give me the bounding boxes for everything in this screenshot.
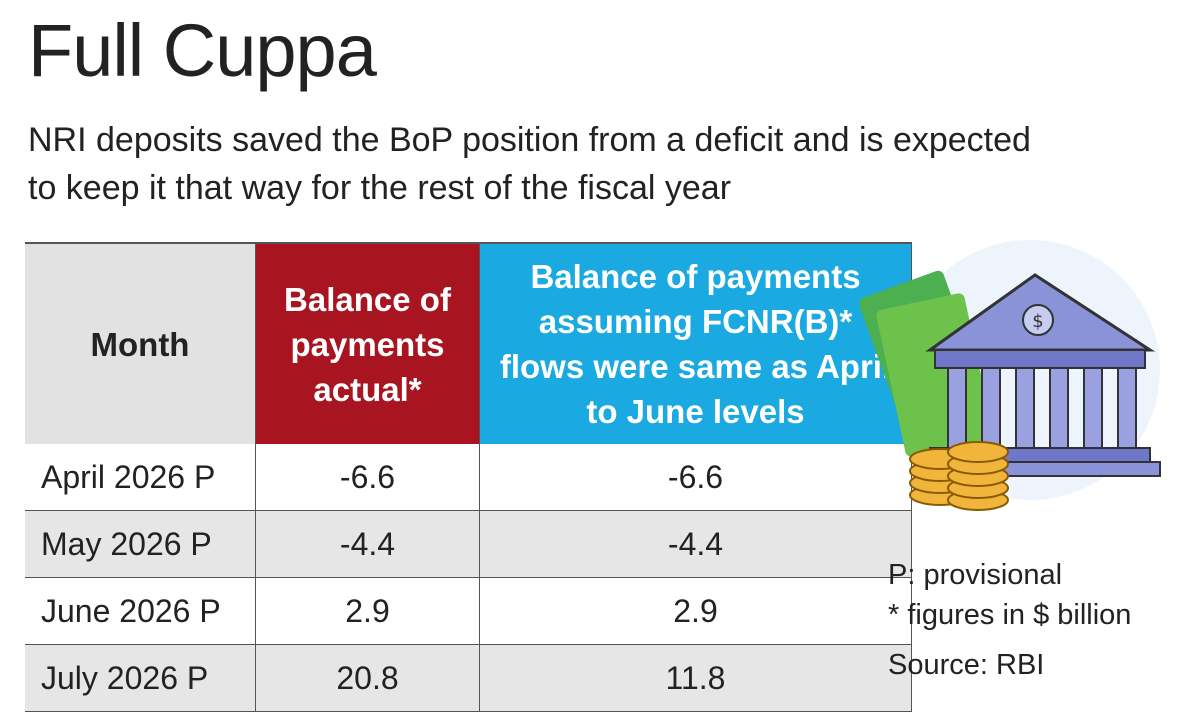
cell: -6.6 — [255, 444, 480, 511]
cell: April 2026 P — [25, 444, 256, 511]
cell: 11.8 — [479, 644, 912, 712]
cell: -4.4 — [255, 510, 480, 578]
svg-text:$: $ — [1032, 311, 1043, 332]
bop-table: Month Balance of payments actual* Balanc… — [25, 242, 912, 712]
column-header: Balance of payments actual* — [255, 242, 480, 444]
note: Source: RBI — [888, 649, 1045, 681]
title: Full Cuppa — [28, 9, 377, 92]
row: June 2026 P 2.9 2.9 — [25, 577, 912, 645]
cell: 2.9 — [479, 577, 912, 645]
column-header: Balance of payments assuming FCNR(B)* fl… — [479, 242, 912, 444]
cell: -4.4 — [479, 510, 912, 578]
row: April 2026 P -6.6 -6.6 — [25, 444, 912, 511]
cell: May 2026 P — [25, 510, 256, 578]
cell: 2.9 — [255, 577, 480, 645]
note: P: provisional — [888, 559, 1063, 591]
cell: July 2026 P — [25, 644, 256, 712]
cell: 20.8 — [255, 644, 480, 712]
row: May 2026 P -4.4 -4.4 — [25, 510, 912, 578]
header-row: Month Balance of payments actual* Balanc… — [25, 242, 912, 444]
row: July 2026 P 20.8 11.8 — [25, 644, 912, 712]
cell: -6.6 — [479, 444, 912, 511]
page: {"header": {"title": "Full Cuppa", "subt… — [25, 9, 1161, 712]
subtitle: NRI deposits saved the BoP position from… — [28, 121, 1031, 207]
notes: P: provisional * figures in $ billion So… — [888, 555, 1131, 685]
cell: June 2026 P — [25, 577, 256, 645]
note: * figures in $ billion — [888, 599, 1132, 631]
bank-illustration: $ — [860, 240, 1161, 511]
column-header: Month — [25, 242, 256, 444]
